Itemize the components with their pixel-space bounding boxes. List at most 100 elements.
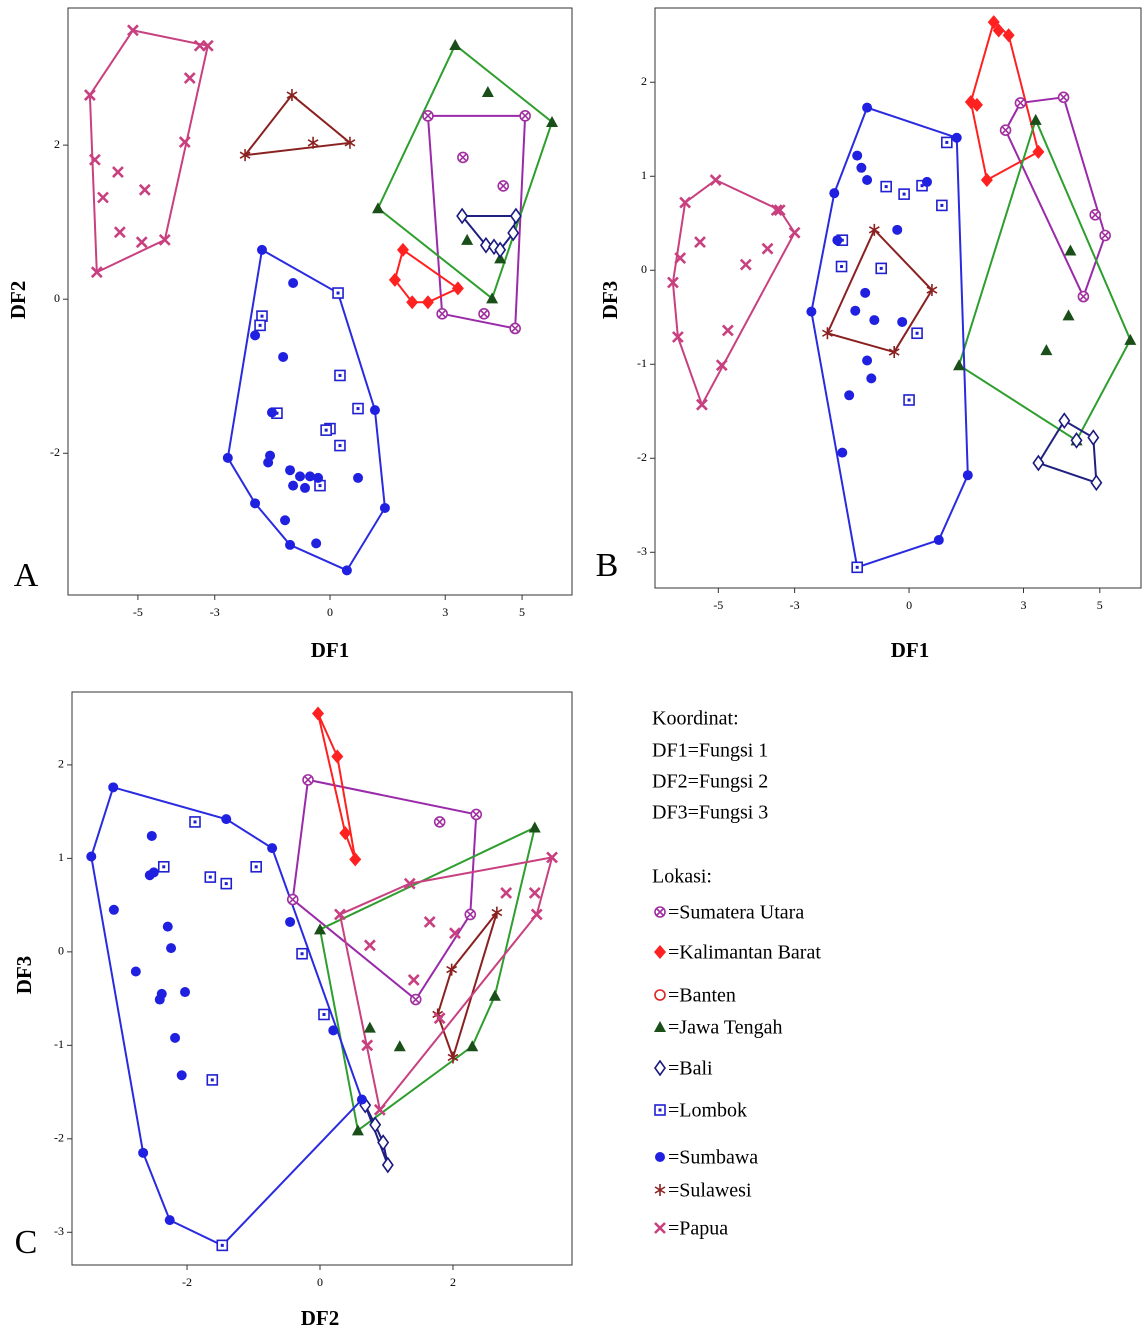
point xyxy=(380,503,390,513)
point xyxy=(342,565,352,575)
diamond xyxy=(378,1136,388,1150)
x-tick-label: -3 xyxy=(210,605,220,619)
x xyxy=(711,175,721,185)
point xyxy=(654,945,666,959)
point xyxy=(465,909,475,919)
point xyxy=(1030,114,1042,125)
dot xyxy=(223,453,233,463)
dot xyxy=(897,317,907,327)
diamond xyxy=(397,243,409,257)
point xyxy=(449,39,461,50)
group-hull xyxy=(395,250,458,302)
triangle xyxy=(1064,245,1076,256)
dot xyxy=(267,407,277,417)
point xyxy=(471,809,481,819)
triangle xyxy=(489,990,501,1001)
triangle xyxy=(1040,344,1052,355)
point xyxy=(170,1033,180,1043)
group-hull xyxy=(245,95,350,155)
point xyxy=(280,515,290,525)
point xyxy=(166,943,176,953)
legend-label: =Sumatera Utara xyxy=(668,902,804,924)
point xyxy=(741,260,751,270)
point xyxy=(881,182,891,192)
point xyxy=(852,151,862,161)
point xyxy=(856,163,866,173)
point xyxy=(335,370,345,380)
point xyxy=(963,470,973,480)
center xyxy=(255,865,258,868)
point xyxy=(319,1009,329,1019)
point xyxy=(137,237,147,247)
point xyxy=(952,133,962,143)
dot xyxy=(300,483,310,493)
x xyxy=(185,73,195,83)
center xyxy=(903,193,906,196)
diamond xyxy=(312,706,324,720)
triangle xyxy=(394,1040,406,1051)
dot xyxy=(250,330,260,340)
group-hull xyxy=(438,913,497,1058)
point xyxy=(335,441,345,451)
dot xyxy=(295,471,305,481)
dot xyxy=(177,1070,187,1080)
point xyxy=(353,404,363,414)
y-tick-label: -1 xyxy=(54,1037,64,1051)
point xyxy=(131,966,141,976)
legend-label: =Sumbawa xyxy=(668,1147,758,1169)
dot xyxy=(138,1148,148,1158)
group-hull xyxy=(378,45,552,298)
diamond xyxy=(1091,476,1101,490)
point xyxy=(300,483,310,493)
dot xyxy=(806,307,816,317)
dot xyxy=(131,966,141,976)
point xyxy=(655,1061,665,1075)
plot-frame xyxy=(72,692,572,1265)
dot xyxy=(860,288,870,298)
dot xyxy=(832,235,842,245)
dot xyxy=(250,498,260,508)
x xyxy=(530,888,540,898)
triangle xyxy=(466,1040,478,1051)
point xyxy=(435,817,445,827)
y-tick-label: 0 xyxy=(58,944,64,958)
point xyxy=(255,320,265,330)
y-tick-label: -1 xyxy=(637,356,647,370)
point xyxy=(251,862,261,872)
point xyxy=(655,1105,665,1115)
point xyxy=(185,73,195,83)
group-hull xyxy=(1038,421,1096,483)
panel-label: C xyxy=(15,1224,38,1261)
point xyxy=(159,862,169,872)
point xyxy=(862,103,872,113)
dot xyxy=(837,448,847,458)
point xyxy=(482,86,494,97)
dot xyxy=(288,481,298,491)
point xyxy=(411,995,421,1005)
point xyxy=(897,317,907,327)
point xyxy=(357,1095,367,1105)
point xyxy=(263,458,273,468)
point xyxy=(1032,145,1044,159)
point xyxy=(711,175,721,185)
point xyxy=(529,822,541,833)
point xyxy=(655,907,665,917)
center xyxy=(211,1078,214,1081)
dot xyxy=(263,458,273,468)
point xyxy=(860,288,870,298)
ring xyxy=(655,990,665,1000)
center xyxy=(940,204,943,207)
triangle xyxy=(1030,114,1042,125)
dot xyxy=(86,852,96,862)
dot xyxy=(892,225,902,235)
point xyxy=(520,111,530,121)
dot xyxy=(357,1095,367,1105)
point xyxy=(1040,344,1052,355)
point xyxy=(328,1025,338,1035)
dot xyxy=(166,943,176,953)
group-hull xyxy=(90,30,208,272)
x-axis-label: DF1 xyxy=(891,638,930,662)
x xyxy=(697,400,707,410)
y-tick-label: 0 xyxy=(641,262,647,276)
point xyxy=(510,323,520,333)
